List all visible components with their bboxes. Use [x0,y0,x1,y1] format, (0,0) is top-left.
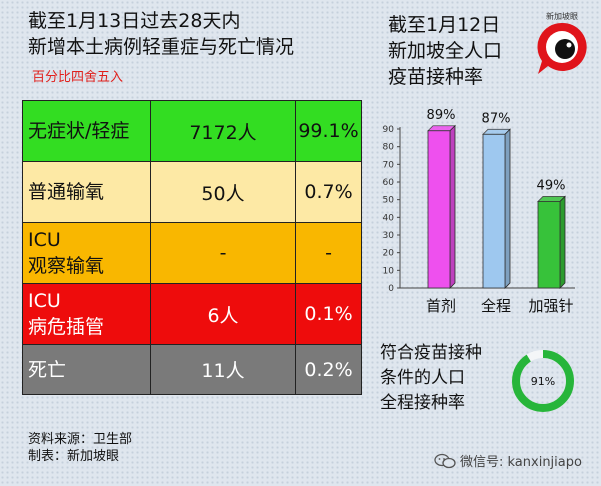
logo-pupil-icon [555,39,575,59]
author-line: 制表：新加坡眼 [28,449,120,464]
table-row: ICU 病危插管 6人 0.1% [22,283,362,345]
table-row: 无症状/轻症 7172人 99.1% [22,100,362,162]
vaccination-bar-chart: 0 10 20 30 40 50 60 70 80 90 89% 87% 49% 首剂 全程 加强针 [383,108,575,315]
percent-cell: 0.1% [295,283,362,345]
source-note: 资料来源：卫生部 制表：新加坡眼 [28,431,132,465]
table-row: 普通输氧 50人 0.7% [22,161,362,223]
category-cell: ICU 病危插管 [22,283,151,345]
bar-side [559,195,566,289]
table-title: 截至1月13日过去28天内 新增本土病例轻重症与死亡情况 [28,8,294,60]
category-cell: 普通输氧 [22,161,151,223]
wechat-watermark: 微信号: kanxinjiapo [434,451,582,470]
count-cell: 7172人 [150,100,296,162]
brand-logo: 新加坡眼 [537,11,587,74]
y-tick-label: 90 [383,125,395,135]
source-line: 资料来源：卫生部 [28,432,133,447]
x-axis: 首剂 全程 加强针 [426,297,574,315]
caption-line1: 符合疫苗接种 [380,343,482,363]
chart-title-line1: 截至1月12日 [388,14,501,36]
table-row: ICU 观察输氧 - - [22,222,362,284]
category-cell: 无症状/轻症 [22,100,151,162]
full-vaccination-ring: 91% [512,350,574,412]
data-labels: 89% 87% 49% [427,108,566,194]
logo-text: 新加坡眼 [546,11,578,21]
y-tick-label: 50 [383,196,395,206]
percent-cell: 0.2% [295,344,362,395]
percent-cell: 0.7% [295,161,362,223]
y-tick-label: 10 [383,266,395,276]
bar-value-label: 89% [427,108,456,123]
category-cell: ICU 观察输氧 [22,222,151,284]
logo-glint-icon [566,42,572,48]
cases-table-body: 无症状/轻症 7172人 99.1% 普通输氧 50人 0.7% ICU 观察输氧 - - ICU… [22,100,362,395]
bar-value-label: 49% [537,178,566,193]
count-cell: 11人 [150,344,296,395]
y-tick-label: 60 [383,178,395,188]
cases-table: 无症状/轻症 7172人 99.1% 普通输氧 50人 0.7% ICU 观察输氧 - - ICU… [22,100,362,395]
y-tick-label: 0 [388,284,394,294]
full-vaccination-caption: 符合疫苗接种 条件的人口 全程接种率 [380,341,482,416]
rounding-note: 百分比四舍五入 [32,70,124,85]
bar-series [427,124,566,289]
x-tick-label: 全程 [481,297,511,315]
bar-value-label: 87% [482,111,511,126]
caption-line3: 全程接种率 [380,393,465,413]
chart-title-line3: 疫苗接种率 [388,66,484,88]
y-tick-label: 20 [383,249,395,259]
x-tick-label: 首剂 [426,297,456,315]
x-tick-label: 加强针 [528,297,573,315]
count-cell: 50人 [150,161,296,223]
chart-title-line2: 新加坡全人口 [388,40,503,62]
category-cell: 死亡 [22,344,151,395]
ring-progress [512,350,574,412]
wechat-icon [434,453,456,468]
bar [427,130,451,289]
bar [537,201,561,289]
count-cell: - [150,222,296,284]
bar [482,133,506,289]
y-tick-label: 40 [383,213,395,223]
caption-line2: 条件的人口 [380,368,465,388]
table-title-line1: 截至1月13日过去28天内 [28,10,241,32]
wechat-id: 微信号: kanxinjiapo [460,455,582,470]
y-tick-label: 70 [383,160,395,170]
ring-value-label: 91% [531,375,555,388]
bar-side [504,128,511,289]
y-tick-label: 80 [383,143,395,153]
bar-side [449,124,456,289]
percent-cell: - [295,222,362,284]
y-tick-label: 30 [383,231,395,241]
table-row: 死亡 11人 0.2% [22,344,362,395]
table-title-line2: 新增本土病例轻重症与死亡情况 [28,36,295,58]
count-cell: 6人 [150,283,296,345]
chart-title: 截至1月12日 新加坡全人口 疫苗接种率 [388,12,502,90]
percent-cell: 99.1% [295,100,362,162]
